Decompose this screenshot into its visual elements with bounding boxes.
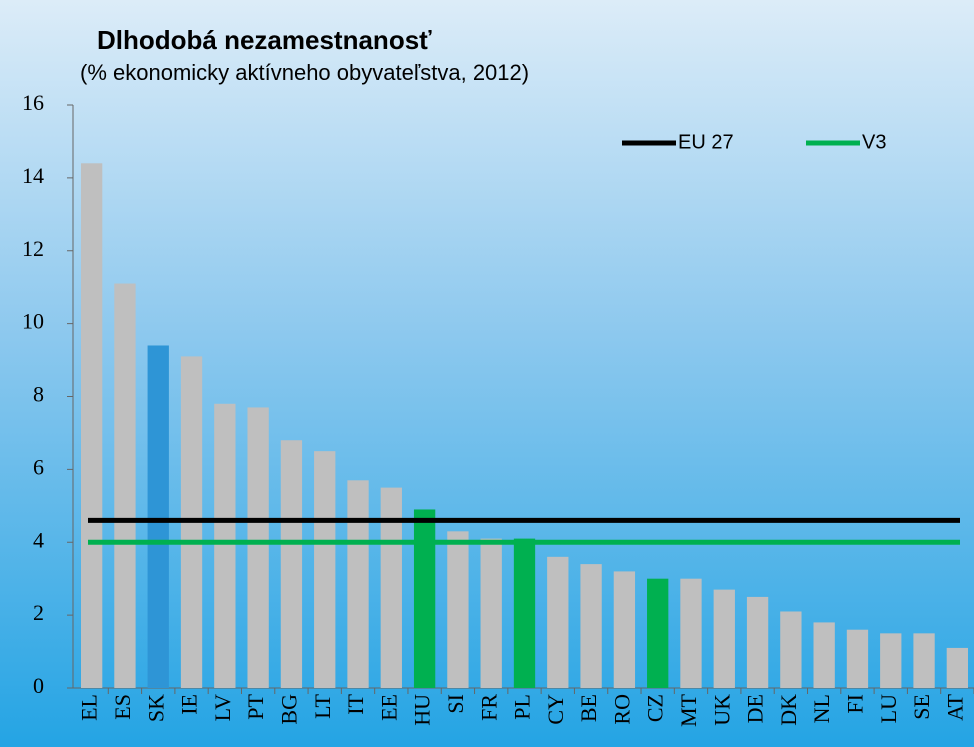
x-tick-label: LU bbox=[876, 694, 901, 723]
chart-title: Dlhodobá nezamestnanosť bbox=[97, 25, 432, 55]
bar bbox=[214, 403, 236, 688]
legend-label: V3 bbox=[862, 131, 886, 153]
x-tick-label: ES bbox=[110, 694, 135, 720]
x-tick-label: CY bbox=[543, 694, 568, 725]
y-tick-label: 0 bbox=[33, 673, 44, 698]
x-tick-label: NL bbox=[809, 694, 834, 723]
y-tick-label: 12 bbox=[22, 236, 44, 261]
bar bbox=[713, 589, 735, 688]
x-tick-label: UK bbox=[709, 694, 734, 726]
bar bbox=[513, 538, 536, 688]
x-tick-label: BG bbox=[276, 694, 301, 725]
x-tick-label: FI bbox=[843, 694, 868, 714]
x-tick-label: BE bbox=[576, 694, 601, 722]
x-tick-label: SI bbox=[443, 694, 468, 714]
y-tick-label: 16 bbox=[22, 90, 44, 115]
x-tick-label: SK bbox=[143, 694, 168, 722]
bar bbox=[780, 611, 802, 688]
x-tick-label: PT bbox=[243, 693, 268, 719]
x-tick-label: FR bbox=[476, 694, 501, 721]
bar bbox=[147, 345, 169, 688]
x-tick-label: RO bbox=[609, 694, 634, 725]
x-tick-label: PL bbox=[510, 694, 535, 720]
x-tick-label: DK bbox=[776, 694, 801, 726]
bar bbox=[480, 538, 502, 688]
bar bbox=[413, 509, 436, 688]
x-tick-label: IE bbox=[177, 694, 202, 715]
y-tick-label: 2 bbox=[33, 600, 44, 625]
bar bbox=[880, 633, 902, 688]
bar bbox=[314, 451, 336, 688]
y-tick-label: 14 bbox=[22, 163, 44, 188]
x-tick-label: LT bbox=[310, 693, 335, 718]
x-tick-label: HU bbox=[410, 694, 435, 726]
bar bbox=[280, 440, 303, 688]
bar bbox=[580, 564, 602, 688]
y-tick-label: 10 bbox=[22, 309, 44, 334]
bar bbox=[114, 283, 136, 688]
x-tick-label: IT bbox=[343, 693, 368, 714]
y-tick-label: 6 bbox=[33, 454, 44, 479]
x-tick-label: EE bbox=[376, 694, 401, 721]
x-tick-label: CZ bbox=[643, 694, 668, 722]
bar bbox=[380, 487, 402, 688]
bar bbox=[547, 556, 569, 688]
x-tick-label: DE bbox=[743, 694, 768, 723]
x-tick-label: AT bbox=[942, 693, 967, 720]
x-tick-label: MT bbox=[676, 693, 701, 727]
legend-label: EU 27 bbox=[678, 131, 734, 153]
bar bbox=[913, 633, 935, 688]
y-tick-label: 8 bbox=[33, 382, 44, 407]
bar bbox=[447, 531, 469, 688]
bar bbox=[613, 571, 636, 688]
x-tick-label: SE bbox=[909, 694, 934, 720]
bar bbox=[347, 480, 369, 688]
bar bbox=[647, 578, 669, 688]
bar bbox=[846, 629, 869, 688]
y-tick-label: 4 bbox=[33, 527, 44, 552]
bar bbox=[946, 647, 969, 688]
x-tick-label: EL bbox=[77, 694, 102, 721]
bar bbox=[813, 622, 835, 688]
chart-subtitle: (% ekonomicky aktívneho obyvateľstva, 20… bbox=[80, 60, 529, 85]
bar bbox=[746, 596, 769, 688]
bar bbox=[247, 407, 269, 688]
x-tick-label: LV bbox=[210, 694, 235, 721]
bar bbox=[680, 578, 702, 688]
bar bbox=[80, 163, 103, 689]
